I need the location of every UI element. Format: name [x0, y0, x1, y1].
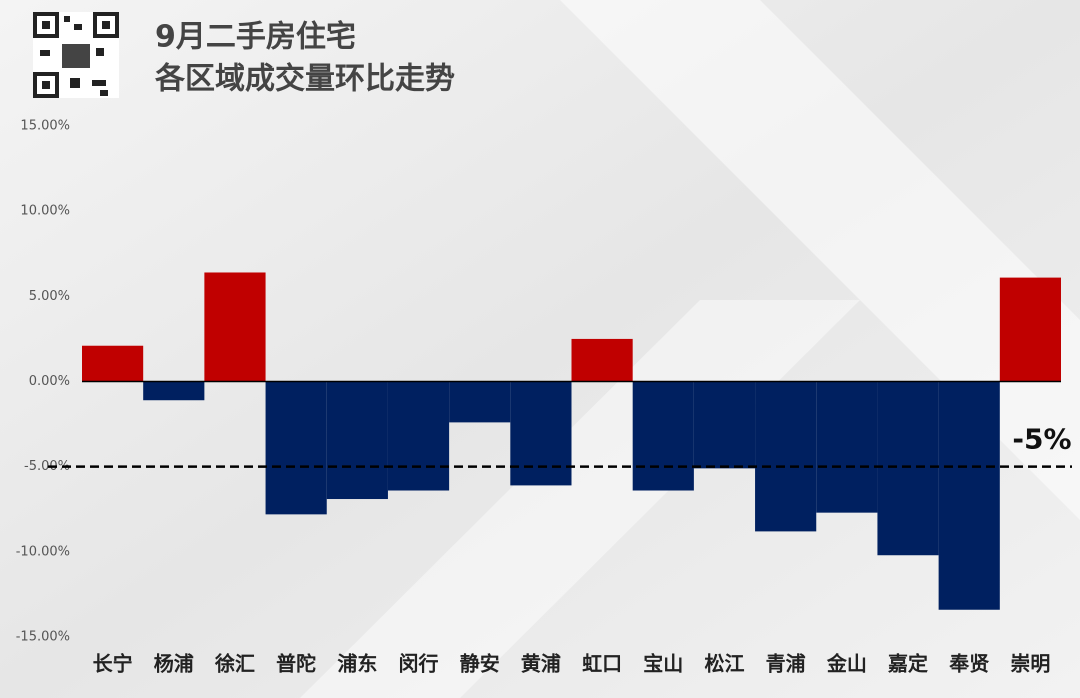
bar	[632, 381, 694, 491]
bar	[938, 381, 1000, 610]
chart-subtitle: 各区域成交量环比走势	[154, 62, 455, 97]
bar	[82, 345, 144, 382]
x-tick-label: 徐汇	[214, 652, 255, 676]
bar	[571, 338, 633, 382]
x-tick-label: 静安	[460, 652, 500, 676]
x-tick-label: 奉贤	[948, 652, 989, 676]
bar	[510, 381, 572, 486]
x-tick-label: 宝山	[643, 652, 683, 676]
x-tick-label: 松江	[704, 652, 744, 676]
x-tick-label: 长宁	[93, 652, 133, 676]
chart-title: 9月二手房住宅	[155, 20, 356, 55]
bar	[265, 381, 327, 515]
x-tick-label: 崇明	[1010, 652, 1050, 676]
bar	[999, 277, 1061, 382]
x-tick-label: 金山	[826, 652, 867, 676]
bar	[693, 381, 756, 469]
bar	[387, 381, 450, 491]
qr-code	[33, 12, 119, 98]
bar	[755, 381, 817, 532]
bar	[143, 381, 205, 401]
x-tick-label: 杨浦	[154, 652, 194, 676]
x-tick-label: 黄浦	[521, 652, 561, 676]
x-tick-label: 闵行	[399, 652, 439, 676]
bar	[877, 381, 939, 556]
bar	[449, 381, 511, 423]
x-tick-label: 青浦	[766, 652, 806, 676]
reference-label: -5%	[1012, 423, 1071, 456]
y-tick-label: 0.00%	[29, 374, 70, 389]
y-tick-label: 15.00%	[20, 119, 70, 134]
x-tick-label: 普陀	[276, 652, 316, 676]
x-tick-label: 虹口	[582, 652, 622, 676]
x-tick-label: 浦东	[337, 652, 377, 676]
y-tick-label: -15.00%	[16, 630, 70, 645]
y-tick-label: 5.00%	[29, 289, 70, 304]
y-tick-label: 10.00%	[20, 204, 70, 219]
bar	[326, 381, 388, 500]
y-tick-label: -5.00%	[24, 459, 70, 474]
y-tick-label: -10.00%	[16, 544, 70, 559]
bar	[204, 272, 266, 382]
bar	[816, 381, 878, 513]
x-tick-label: 嘉定	[887, 652, 928, 676]
